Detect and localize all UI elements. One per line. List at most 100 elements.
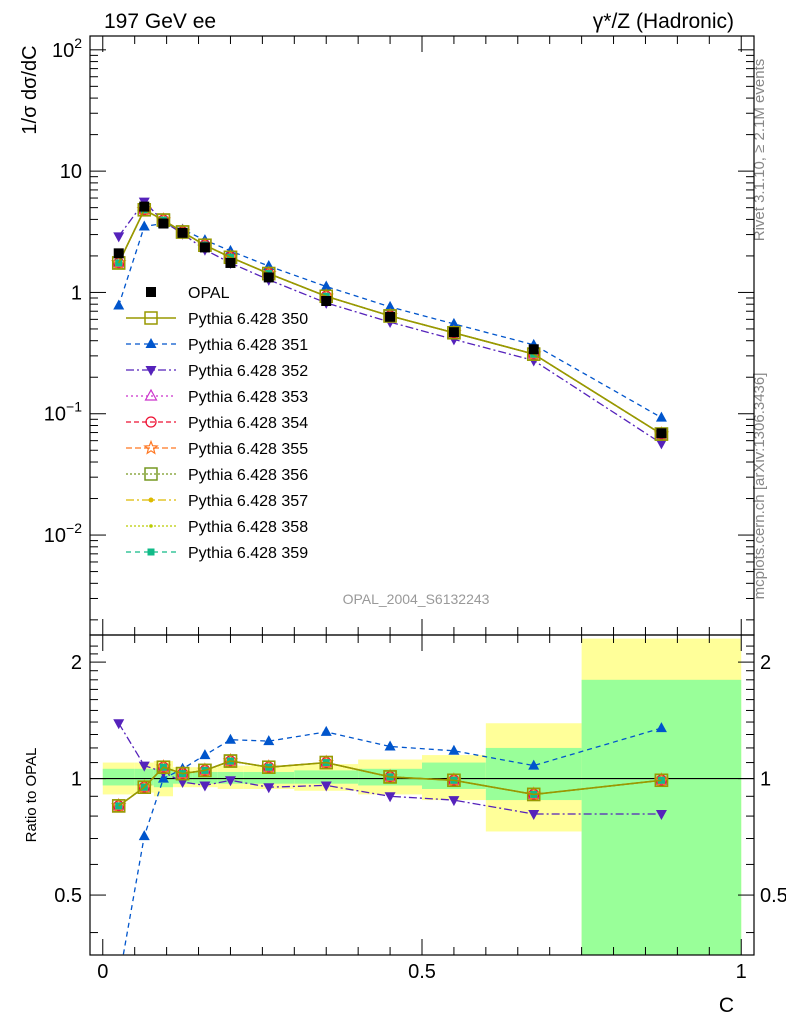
analysis-watermark: OPAL_2004_S6132243 [343, 591, 490, 607]
ratio-series-0-point-6 [262, 760, 276, 774]
rivet-label: Rivet 3.1.10, ≥ 2.1M events [751, 59, 768, 242]
legend-label-8: Pythia 6.428 358 [188, 519, 308, 536]
series-1-point-1 [138, 220, 150, 231]
legend-label-2: Pythia 6.428 352 [188, 363, 308, 380]
legend-marker-6 [144, 467, 158, 481]
legend-marker-9 [147, 548, 155, 556]
legend-marker-7 [148, 497, 154, 503]
ratio-series-2-point-6 [263, 783, 275, 794]
legend-label-data: OPAL [188, 285, 230, 302]
ratio-series-9-point-11 [657, 776, 665, 784]
legend-label-4: Pythia 6.428 354 [188, 415, 308, 432]
ratio-series-1-point-7 [320, 725, 332, 736]
series-0-point-11 [654, 427, 669, 441]
ratio-plot [110, 719, 670, 955]
main-plot [110, 197, 670, 450]
legend-label-3: Pythia 6.428 353 [188, 389, 308, 406]
ratio-series-0-point-0 [111, 799, 126, 813]
ratio-uncertainty-bands [90, 638, 754, 955]
main-ytick-label-4: 10−2 [44, 520, 82, 547]
series-0-point-8 [383, 309, 397, 323]
series-1-point-0 [113, 299, 125, 310]
green-band-4 [192, 771, 218, 784]
ratio-series-0-point-5 [223, 754, 238, 768]
series-2-point-0 [113, 232, 125, 243]
series-1-point-9 [448, 317, 460, 328]
xtick-label-0: 0 [97, 961, 108, 983]
series-1-point-11 [655, 411, 667, 422]
source-label: mcplots.cern.ch [arXiv:1306.3436] [751, 373, 768, 600]
header-left-title: 197 GeV ee [104, 10, 216, 33]
legend-marker-4 [145, 416, 157, 428]
main-ytick-label-0: 102 [52, 35, 82, 62]
data-point-4 [199, 242, 210, 253]
ratio-series-group [110, 719, 670, 955]
legend-label-6: Pythia 6.428 356 [188, 467, 308, 484]
main-ytick-label-3: 10−1 [44, 399, 82, 426]
legend: OPAL Pythia 6.428 350 Pythia 6.428 351 Pyth… [126, 285, 308, 562]
ratio-ytick-label-right-0: 0.5 [760, 885, 786, 907]
ratio-y-axis-label: Ratio to OPAL [23, 748, 40, 843]
x-axis-label: C [719, 994, 734, 1017]
ratio-series-0-point-3 [175, 766, 190, 781]
data-point-3 [177, 227, 188, 238]
ratio-series-2-point-4 [199, 781, 211, 792]
data-point-1 [139, 201, 150, 212]
ratio-ytick-label-left-2: 2 [71, 652, 82, 674]
series-2-point-11 [655, 439, 667, 450]
data-point-7 [321, 295, 332, 306]
ratio-series-1-point-5 [224, 733, 236, 744]
legend-label-1: Pythia 6.428 351 [188, 337, 308, 354]
header-right-title: γ*/Z (Hadronic) [593, 10, 734, 33]
main-y-axis-label: 1/σ dσ/dC [19, 45, 41, 134]
series-1-point-8 [384, 300, 396, 311]
ratio-series-2-point-7 [320, 781, 332, 792]
ratio-ytick-label-right-2: 2 [760, 652, 771, 674]
ratio-series-2-point-8 [384, 792, 396, 803]
series-line-0 [117, 208, 662, 435]
legend-label-5: Pythia 6.428 355 [188, 441, 308, 458]
ratio-series-1-point-6 [263, 735, 275, 746]
main-ytick-label-1: 10 [60, 161, 82, 183]
ratio-series-2-point-5 [224, 776, 236, 787]
ratio-series-0-point-2 [156, 760, 171, 774]
legend-marker-2 [145, 366, 157, 376]
ratio-series-0-point-10 [526, 787, 541, 802]
ratio-series-1-point-10 [528, 759, 540, 770]
ratio-ytick-label-left-0: 0.5 [54, 885, 82, 907]
legend-label-7: Pythia 6.428 357 [188, 493, 308, 510]
ratio-series-2-point-3 [177, 777, 189, 788]
ratio-series-0-point-8 [383, 770, 397, 784]
ratio-series-1-point-9 [448, 744, 460, 755]
green-band-7 [294, 770, 359, 784]
legend-marker-3 [144, 388, 158, 401]
legend-label-9: Pythia 6.428 359 [188, 545, 308, 562]
data-point-6 [263, 272, 274, 283]
ratio-ytick-label-right-1: 1 [760, 769, 771, 791]
ratio-series-0-point-4 [198, 763, 212, 778]
ratio-line-1 [122, 727, 662, 955]
xtick-label-1: 0.5 [408, 961, 436, 983]
ratio-series-2-point-11 [655, 809, 667, 820]
series-0-point-9 [447, 326, 461, 340]
legend-label-0: Pythia 6.428 350 [188, 311, 308, 328]
ratio-series-1-point-11 [655, 722, 667, 733]
data-point-8 [385, 311, 396, 322]
main-ytick-label-2: 1 [71, 282, 82, 304]
legend-marker-1 [145, 338, 157, 348]
data-point-10 [528, 344, 539, 355]
legend-marker-data [146, 287, 156, 297]
data-point-0 [113, 248, 124, 259]
legend-marker-8 [149, 524, 153, 528]
ratio-series-2-point-9 [448, 796, 460, 807]
green-band-6 [243, 771, 295, 784]
ratio-series-0-point-7 [319, 755, 333, 770]
ratio-series-1-point-1 [138, 830, 150, 841]
series-1-point-7 [320, 280, 332, 291]
ratio-series-0-point-11 [654, 773, 669, 788]
axes: 102 10 1 10−1 10−2 0.5 0.5 1 1 2 2 0 0.5 1 [44, 35, 786, 983]
data-point-11 [656, 428, 667, 439]
ratio-series-1-point-8 [384, 740, 396, 751]
ratio-series-1-point-4 [199, 749, 211, 760]
